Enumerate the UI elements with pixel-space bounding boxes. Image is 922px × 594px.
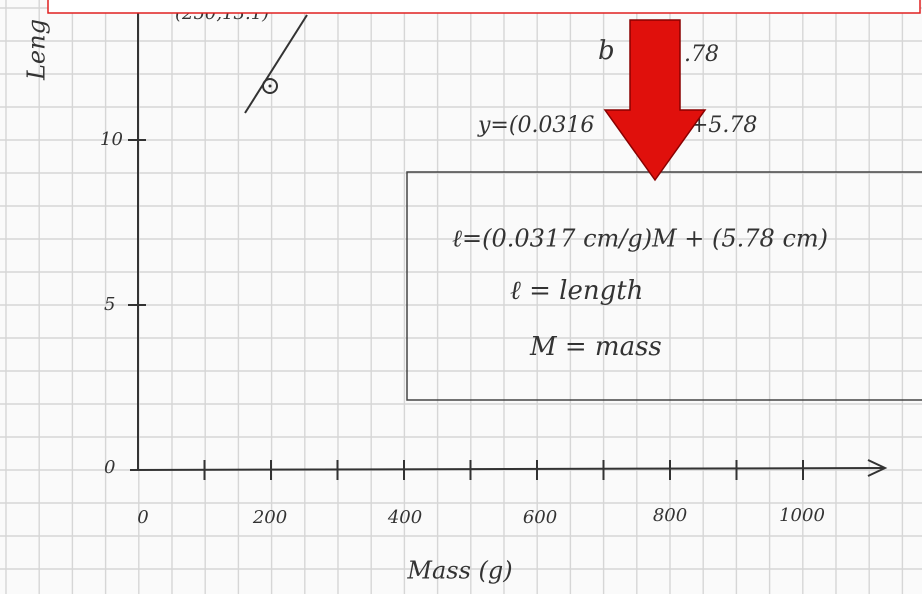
note: .78 — [684, 42, 719, 67]
equation: ℓ=(0.0317 cm/g)M + (5.78 cm) — [452, 225, 828, 253]
y-axis-label: Leng — [23, 19, 51, 81]
note: y=(0.0316 — [477, 113, 594, 138]
x-axis-label: Mass (g) — [406, 557, 512, 585]
callout-box — [48, 0, 920, 13]
note: b — [598, 36, 615, 66]
x-tick-label: 400 — [387, 507, 422, 528]
y-tick-label: 0 — [104, 457, 115, 478]
screenshot: 10 5 0 0 200 400 600 800 1000 Mass (g) L… — [0, 0, 922, 594]
y-tick-label: 10 — [100, 129, 123, 150]
definition: M = mass — [529, 332, 662, 362]
x-tick-label: 0 — [137, 507, 148, 528]
x-tick-label: 600 — [523, 507, 557, 528]
data-point-dot — [269, 85, 272, 88]
x-tick-label: 800 — [653, 505, 687, 526]
x-tick-label: 1000 — [779, 505, 825, 526]
x-tick-label: 200 — [252, 507, 287, 528]
definition: ℓ = length — [510, 276, 643, 306]
y-tick-label: 5 — [104, 294, 115, 315]
